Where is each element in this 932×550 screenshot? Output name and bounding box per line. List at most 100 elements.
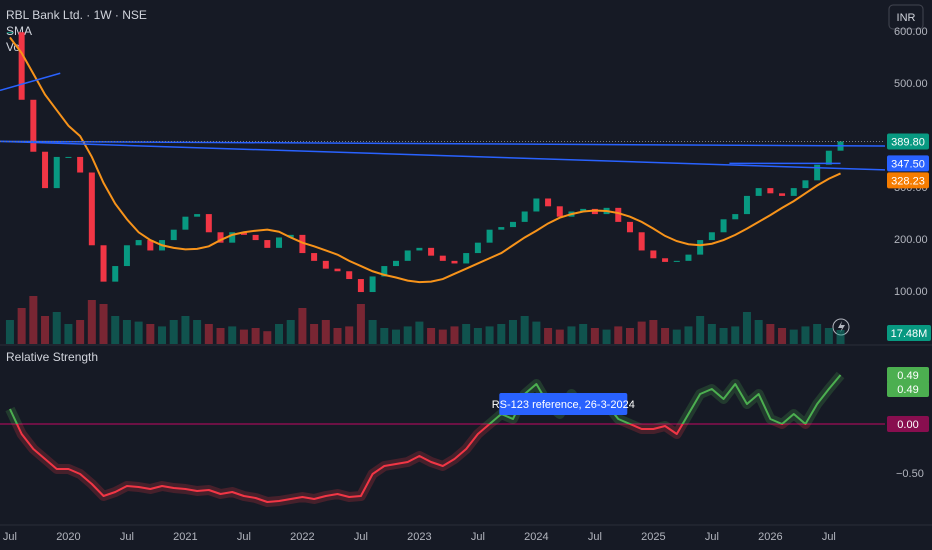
volume-bar (590, 328, 599, 344)
candle (229, 232, 236, 243)
candle (814, 164, 821, 181)
candle (392, 260, 399, 267)
x-tick-label: 2020 (56, 531, 80, 543)
volume-bar (356, 304, 365, 344)
candle (123, 245, 130, 267)
volume-bar (111, 316, 120, 344)
volume-bar (251, 328, 260, 344)
x-tick-label: Jul (3, 531, 17, 543)
volume-bar (719, 328, 728, 344)
candle (334, 268, 341, 272)
volume-bar (193, 320, 202, 344)
candle (65, 156, 72, 158)
volume-bar (497, 324, 506, 344)
volume-bar (438, 329, 447, 344)
volume-bar (789, 329, 798, 344)
volume-bar (462, 324, 471, 344)
annotation: RS-123 reference, 26-3-2024 (492, 399, 635, 411)
axis-label-bg (887, 416, 929, 432)
volume-bar (672, 329, 681, 344)
volume-bar (275, 324, 284, 344)
candle (545, 198, 552, 207)
rs-line (9, 374, 842, 424)
volume-bar (99, 304, 108, 344)
y-tick-label: 200.00 (894, 234, 928, 246)
candle (416, 247, 423, 251)
volume-bar (41, 316, 50, 344)
candle (6, 32, 13, 34)
volume-bar (333, 328, 342, 344)
volume-bar (555, 329, 564, 344)
currency-button[interactable] (888, 4, 924, 30)
candle (779, 193, 786, 196)
volume-bar (625, 328, 634, 344)
candle (743, 195, 750, 215)
candle (30, 99, 37, 152)
axis-label: 0.00 (897, 419, 918, 431)
candle (100, 245, 107, 282)
candle (311, 253, 318, 261)
volume-bar (76, 320, 85, 344)
alert-icon[interactable] (832, 318, 850, 336)
y-tick-label: 100.00 (894, 286, 928, 298)
volume-bar (310, 324, 319, 344)
candle (276, 237, 283, 248)
volume-bar (544, 328, 553, 344)
volume-bar (380, 328, 389, 344)
volume-bar (169, 320, 178, 344)
volume-bar (158, 326, 167, 344)
volume-bar (824, 328, 833, 344)
volume-bar (532, 321, 541, 344)
candle (428, 247, 435, 256)
trendline (0, 140, 886, 171)
candle (556, 206, 563, 217)
candle (521, 211, 528, 222)
x-tick-label: Jul (237, 531, 251, 543)
volume-bar (239, 329, 248, 344)
annotation-bg (499, 393, 628, 415)
volume-bar (801, 326, 810, 344)
candle (322, 260, 329, 269)
volume-bar (52, 312, 61, 344)
volume-bar (403, 326, 412, 344)
volume-bar (813, 324, 822, 344)
candle (439, 255, 446, 261)
volume-bar (17, 308, 26, 344)
volume-bar (684, 326, 693, 344)
volume-bar (391, 329, 400, 344)
candle (673, 260, 680, 262)
x-tick-label: Jul (705, 531, 719, 543)
volume-bar (345, 326, 354, 344)
axis-label: 0.49 (897, 370, 918, 382)
axis-label: 328.23 (891, 175, 925, 187)
candle (802, 180, 809, 189)
candle (369, 276, 376, 293)
volume-bar (649, 320, 658, 344)
candle (252, 234, 259, 241)
volume-bar (321, 320, 330, 344)
candle (240, 232, 247, 235)
volume-bar (146, 324, 155, 344)
volume-bar (134, 321, 143, 344)
candle (685, 254, 692, 261)
candle (287, 234, 294, 238)
volume-bar (754, 320, 763, 344)
volume-bar (204, 324, 213, 344)
candle (615, 207, 622, 222)
candle (264, 240, 271, 248)
volume-bar (520, 316, 529, 344)
y-tick-label: 500.00 (894, 78, 928, 90)
candle (147, 240, 154, 251)
candle (42, 151, 49, 189)
volume-bar (766, 324, 775, 344)
axis-label-bg (887, 367, 929, 383)
volume-bar (614, 326, 623, 344)
pane-title: Relative Strength (6, 350, 98, 364)
volume-bar (602, 329, 611, 344)
candle (825, 150, 832, 165)
axis-label-bg (887, 133, 929, 150)
candle (509, 221, 516, 228)
